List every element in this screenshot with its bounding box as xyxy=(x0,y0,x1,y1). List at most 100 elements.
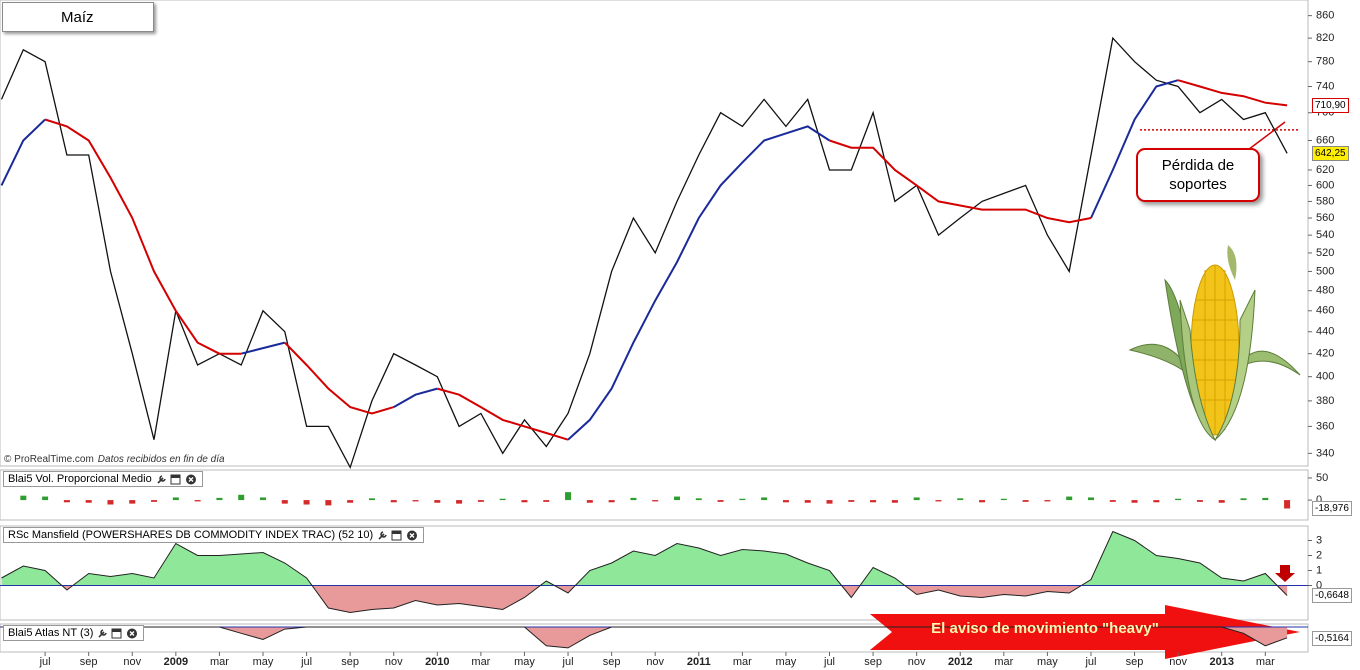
y-tick-label: 660 xyxy=(1316,134,1334,146)
x-tick-label: 2013 xyxy=(1209,656,1233,668)
panel-icons[interactable] xyxy=(156,474,198,485)
bar xyxy=(826,500,833,504)
bar xyxy=(151,500,158,502)
bar xyxy=(1196,500,1203,502)
y-tick-label: 360 xyxy=(1316,420,1334,432)
y-tick-label: 460 xyxy=(1316,305,1334,317)
bar xyxy=(1044,500,1051,502)
y-tick-label: 420 xyxy=(1316,348,1334,360)
y-tick-label: 340 xyxy=(1316,447,1334,459)
y-tick-label: 400 xyxy=(1316,371,1334,383)
x-tick-label: sep xyxy=(603,656,621,668)
x-tick-label: may xyxy=(514,656,535,668)
moving-average xyxy=(44,79,1288,441)
bar xyxy=(1131,500,1138,503)
x-tick-label: jul xyxy=(823,656,835,668)
x-tick-label: mar xyxy=(733,656,752,668)
bar xyxy=(1109,500,1116,502)
y-tick-label: 520 xyxy=(1316,247,1334,259)
bar xyxy=(891,500,898,503)
x-tick-label: 2010 xyxy=(425,656,449,668)
y-tick-label: 440 xyxy=(1316,326,1334,338)
x-tick-label: may xyxy=(776,656,797,668)
y-tick-label: 50 xyxy=(1316,472,1328,484)
heavy-annotation: El aviso de movimiento "heavy" xyxy=(931,620,1159,637)
area-negative xyxy=(1,585,1288,613)
source-note: Datos recibidos en fin de día xyxy=(97,454,225,465)
x-tick-label: jul xyxy=(1084,656,1096,668)
bar xyxy=(935,500,942,502)
panel-title: RSc Mansfield (POWERSHARES DB COMMODITY … xyxy=(8,529,374,541)
bar xyxy=(1153,500,1160,503)
bar xyxy=(543,500,550,502)
last-value-label: -0,6648 xyxy=(1312,588,1352,604)
bar xyxy=(1000,498,1007,501)
x-tick-label: mar xyxy=(210,656,229,668)
x-tick-label: sep xyxy=(341,656,359,668)
bar xyxy=(303,500,310,505)
bar xyxy=(477,500,484,502)
x-tick-label: 2011 xyxy=(687,656,711,668)
bar xyxy=(1284,500,1291,509)
last-value-label: 710,90 xyxy=(1312,98,1349,114)
bar xyxy=(347,500,354,503)
bar xyxy=(434,500,441,503)
source: © ProRealTime.com Datos recibidos en fin … xyxy=(4,454,225,465)
x-tick-label: sep xyxy=(864,656,882,668)
bar xyxy=(521,500,528,503)
bar xyxy=(804,500,811,503)
callout: Pérdida de soportes xyxy=(1136,148,1260,202)
bar xyxy=(608,500,615,503)
main-panel xyxy=(0,0,1309,467)
panel-icons[interactable] xyxy=(377,530,419,541)
price-line xyxy=(0,36,1288,470)
x-tick-label: jul xyxy=(300,656,312,668)
bar xyxy=(259,497,266,501)
bar xyxy=(782,500,789,503)
y-tick-label: 2 xyxy=(1316,549,1322,561)
y-tick-label: 0 xyxy=(1316,494,1322,506)
bar xyxy=(1218,500,1225,503)
bar xyxy=(499,498,506,501)
bar xyxy=(652,500,659,502)
bar xyxy=(107,500,114,505)
y-tick-label: 500 xyxy=(1316,265,1334,277)
bar xyxy=(281,500,288,504)
panel-label: Blai5 Vol. Proporcional Medio xyxy=(3,471,203,487)
bar xyxy=(216,497,223,501)
y-tick-label: 740 xyxy=(1316,80,1334,92)
bar xyxy=(172,497,179,501)
corn-image xyxy=(1128,245,1301,442)
y-tick-label: 380 xyxy=(1316,395,1334,407)
bar xyxy=(368,498,375,501)
y-tick-label: 620 xyxy=(1316,164,1334,176)
x-tick-label: nov xyxy=(1169,656,1187,668)
indicator-line xyxy=(1,530,1288,614)
bar xyxy=(848,500,855,502)
bar xyxy=(565,492,572,501)
x-tick-label: nov xyxy=(646,656,664,668)
y-tick-label: 0 xyxy=(1316,579,1322,591)
bar xyxy=(390,500,397,503)
x-tick-label: sep xyxy=(80,656,98,668)
last-value-label: -0,5164 xyxy=(1312,630,1352,646)
bar xyxy=(761,497,768,501)
x-tick-label: may xyxy=(1037,656,1058,668)
bar xyxy=(1262,497,1269,501)
panel-icons[interactable] xyxy=(97,628,139,639)
bar xyxy=(870,500,877,503)
x-tick-label: nov xyxy=(385,656,403,668)
bar xyxy=(979,500,986,503)
y-tick-label: 480 xyxy=(1316,285,1334,297)
panel-title: Blai5 Atlas NT (3) xyxy=(8,627,94,639)
bar xyxy=(1087,497,1094,501)
heavy-arrow xyxy=(870,605,1300,659)
bar xyxy=(20,495,27,501)
area-positive xyxy=(1,531,1288,586)
x-tick-label: jul xyxy=(562,656,574,668)
bar xyxy=(586,500,593,503)
bar xyxy=(717,500,724,502)
area-negative xyxy=(1,627,1288,648)
bar xyxy=(913,497,920,501)
